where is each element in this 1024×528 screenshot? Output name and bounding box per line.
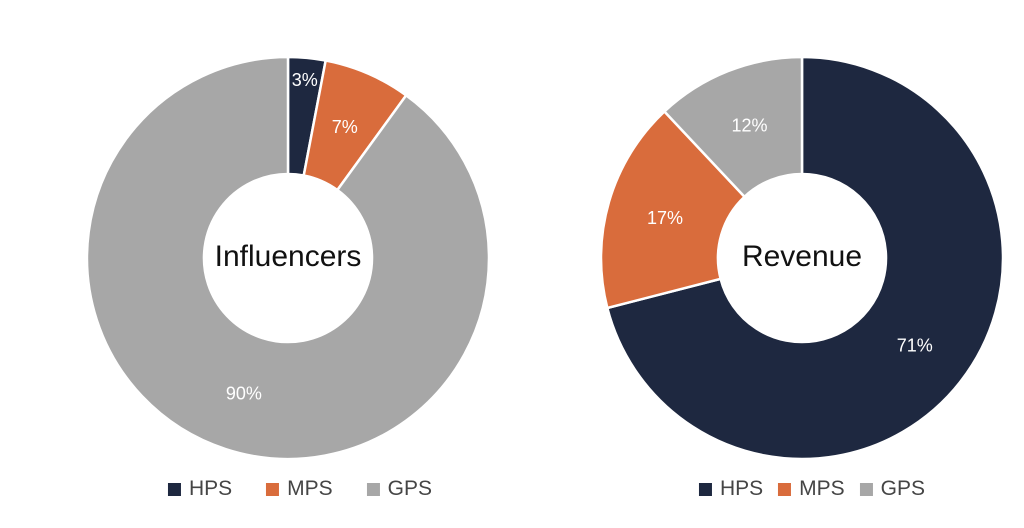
legend-item-hps: HPS [698, 477, 764, 501]
donut-chart-influencers: 3% 7% 90% Influencers HPS MPS GPS [40, 16, 552, 528]
legend-swatch-gps [366, 482, 380, 496]
legend-item-gps: GPS [859, 477, 926, 501]
legend-label-mps: MPS [287, 477, 333, 500]
chart-title-revenue: Revenue [741, 240, 863, 273]
donut-chart-revenue: 71% 17% 12% Revenue HPS MPS GPS [552, 16, 1024, 528]
slice-gps [662, 55, 804, 199]
slice-hps [605, 55, 1005, 461]
legend-label-mps: MPS [799, 477, 845, 500]
data-label-mps: 17% [647, 208, 683, 228]
data-label-gps: 90% [226, 384, 262, 404]
donut-influencers-svg: 3% 7% 90% [85, 55, 491, 461]
data-label-hps: 71% [897, 336, 933, 356]
legend-item-gps: GPS [366, 477, 433, 501]
legend-swatch-hps [167, 482, 181, 496]
chart-title-influencers: Influencers [214, 240, 362, 273]
legend-label-gps: GPS [880, 477, 926, 500]
legend-item-mps: MPS [266, 477, 333, 501]
donut-revenue-svg: 71% 17% 12% [599, 55, 1005, 461]
legend-swatch-hps [698, 482, 712, 496]
data-label-gps: 12% [731, 115, 767, 135]
data-label-hps: 3% [292, 70, 318, 90]
legend-item-mps: MPS [778, 477, 845, 501]
legend-label-hps: HPS [719, 477, 764, 500]
legend-swatch-gps [859, 482, 873, 496]
slice-mps [599, 109, 747, 310]
legend-influencers: HPS MPS GPS [167, 474, 433, 504]
legend-revenue: HPS MPS GPS [698, 474, 926, 504]
legend-item-hps: HPS [167, 477, 233, 501]
legend-label-gps: GPS [387, 477, 433, 500]
legend-label-hps: HPS [188, 477, 233, 500]
legend-swatch-mps [778, 482, 792, 496]
slice-gps [85, 55, 491, 461]
legend-swatch-mps [266, 482, 280, 496]
data-label-mps: 7% [332, 117, 358, 137]
